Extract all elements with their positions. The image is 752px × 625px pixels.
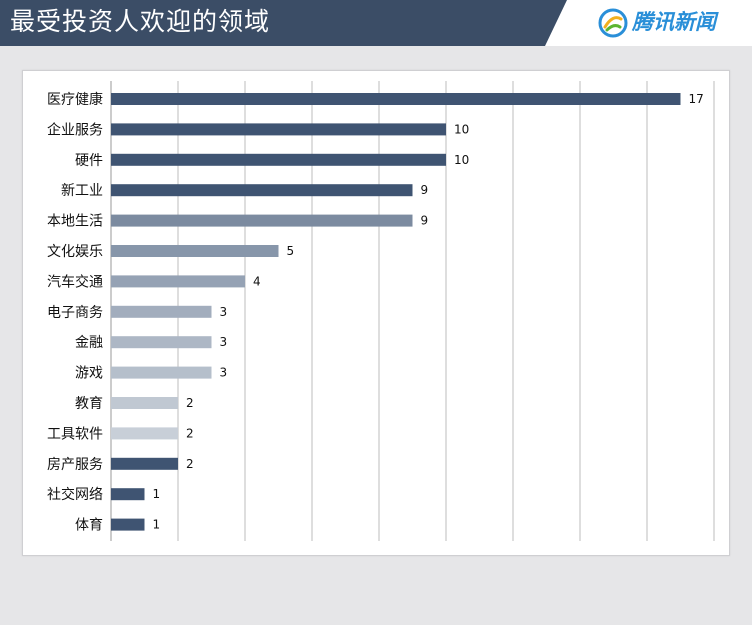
- category-label: 医疗健康: [47, 91, 103, 108]
- bar: [111, 336, 212, 349]
- chart-bars: [111, 93, 681, 531]
- bar: [111, 275, 245, 288]
- data-label: 3: [220, 335, 228, 349]
- bar: [111, 245, 279, 257]
- data-label: 10: [454, 153, 469, 167]
- data-label: 3: [220, 305, 228, 319]
- chart-labels: 医疗健康 17 企业服务 10 硬件 10 新工业 9 本地生活 9 文化娱乐 5 汽车交通 4 电子商务 3…: [47, 91, 704, 534]
- data-label: 5: [287, 244, 295, 258]
- category-label: 本地生活: [47, 214, 103, 230]
- bar: [111, 123, 446, 136]
- bar-chart: 医疗健康 17 企业服务 10 硬件 10 新工业 9 本地生活 9 文化娱乐 5 汽车交通 4 电子商务 3…: [47, 81, 715, 541]
- category-label: 新工业: [61, 183, 103, 199]
- category-label: 企业服务: [47, 121, 103, 138]
- data-label: 2: [186, 457, 194, 471]
- category-label: 工具软件: [47, 426, 103, 442]
- chart-panel: 医疗健康 17 企业服务 10 硬件 10 新工业 9 本地生活 9 文化娱乐 5 汽车交通 4 电子商务 3…: [22, 70, 730, 556]
- data-label: 1: [153, 487, 161, 501]
- category-label: 房产服务: [47, 457, 103, 473]
- bar: [111, 397, 178, 409]
- category-label: 金融: [75, 335, 103, 351]
- bar: [111, 184, 413, 197]
- category-label: 教育: [75, 396, 103, 412]
- tencent-news-logo-icon: [598, 8, 628, 38]
- brand-name: 腾讯新闻: [632, 10, 716, 34]
- brand-panel: [545, 0, 752, 46]
- data-label: 17: [689, 92, 704, 106]
- data-label: 9: [421, 214, 429, 228]
- data-label: 9: [421, 183, 429, 197]
- data-label: 1: [153, 518, 161, 532]
- bar: [111, 214, 413, 227]
- category-label: 社交网络: [47, 486, 103, 503]
- data-label: 4: [253, 274, 261, 288]
- bar: [111, 427, 178, 440]
- bar: [111, 305, 212, 318]
- data-label: 2: [186, 426, 194, 440]
- page-title: 最受投资人欢迎的领域: [10, 7, 271, 36]
- bar: [111, 153, 446, 166]
- category-label: 体育: [75, 518, 103, 534]
- bar: [111, 457, 178, 470]
- data-label: 10: [454, 122, 469, 136]
- bar: [111, 93, 681, 105]
- bar: [111, 488, 145, 501]
- bar: [111, 366, 212, 379]
- data-label: 2: [186, 396, 194, 410]
- data-label: 3: [220, 366, 228, 380]
- header-bar: 最受投资人欢迎的领域 腾讯新闻: [0, 0, 752, 46]
- bar: [111, 518, 145, 531]
- category-label: 电子商务: [47, 305, 103, 321]
- category-label: 硬件: [75, 153, 103, 169]
- category-label: 文化娱乐: [47, 244, 103, 260]
- category-label: 游戏: [75, 366, 103, 382]
- category-label: 汽车交通: [47, 273, 103, 290]
